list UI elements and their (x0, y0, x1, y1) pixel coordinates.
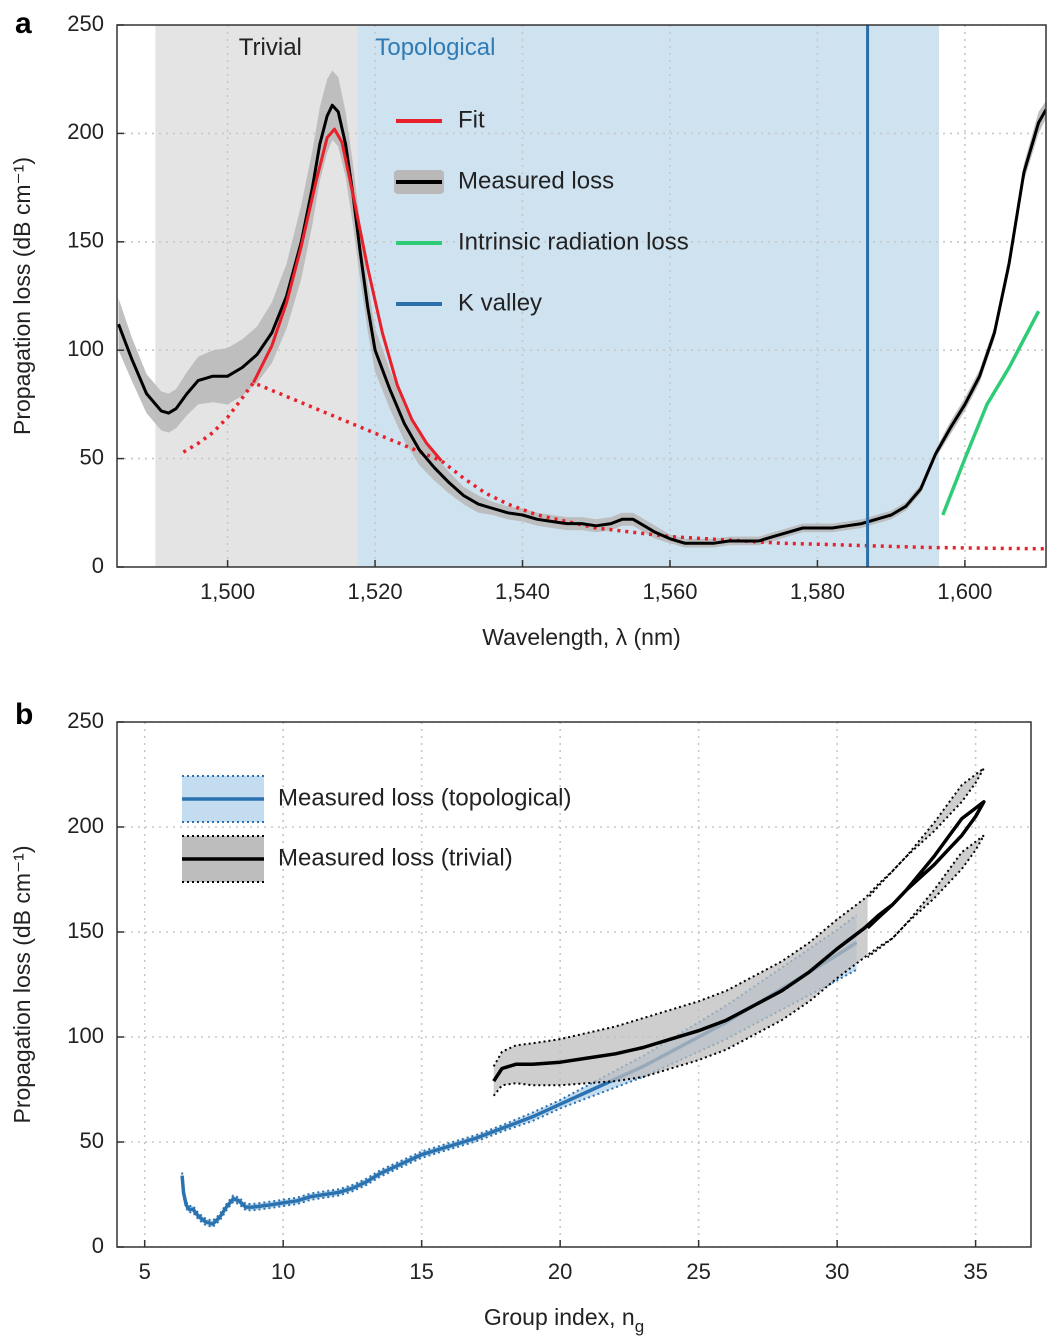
region-label-trivial: Trivial (239, 34, 302, 61)
legend-label: K valley (458, 289, 542, 316)
legend-label: Measured loss (topological) (278, 784, 571, 811)
y-tick-label: 200 (67, 813, 104, 838)
fit-dotted-line (182, 380, 1046, 551)
measured-loss-line (117, 103, 1046, 545)
y-tick-label: 50 (80, 444, 104, 469)
intrinsic-radiation-loss-line (941, 310, 1041, 516)
x-tick-label: 1,580 (790, 579, 845, 604)
plot-frame (116, 721, 1032, 1248)
measured-loss-band (118, 70, 1046, 548)
trivial-band (493, 768, 984, 1096)
panel-label: a (15, 7, 32, 40)
x-axis-label-subscript: g (635, 1317, 644, 1336)
region-label-topological: Topological (375, 34, 495, 61)
x-tick-label: 1,560 (642, 579, 697, 604)
y-axis-label: Propagation loss (dB cm⁻¹) (9, 157, 35, 435)
y-tick-label: 250 (67, 11, 104, 36)
y-tick-label: 200 (67, 119, 104, 144)
legend-label: Measured loss (trivial) (278, 844, 513, 871)
y-axis-label: Propagation loss (dB cm⁻¹) (9, 845, 35, 1123)
y-tick-label: 250 (67, 708, 104, 733)
plot-area (117, 25, 1046, 567)
x-tick-label: 10 (271, 1259, 295, 1284)
plot-area (117, 722, 1031, 1247)
x-axis-label: Group index, ng (484, 1304, 644, 1336)
legend: Measured loss (topological) Measured loss… (182, 775, 571, 883)
y-tick-label: 150 (67, 228, 104, 253)
y-tick-label: 50 (80, 1128, 104, 1153)
x-tick-label: 30 (825, 1259, 849, 1284)
x-axis-label: Wavelength, λ (nm) (482, 624, 681, 650)
y-tick-label: 150 (67, 918, 104, 943)
trivial-line (492, 800, 986, 1083)
x-tick-label: 5 (139, 1259, 151, 1284)
x-tick-label: 1,600 (937, 579, 992, 604)
panel-a: a Trivial Topological Fit Measured loss Intri… (9, 7, 1047, 650)
y-tick-label: 100 (67, 336, 104, 361)
y-tick-label: 0 (92, 1233, 104, 1258)
x-tick-label: 25 (686, 1259, 710, 1284)
legend-label: Intrinsic radiation loss (458, 228, 689, 255)
x-tick-label: 20 (548, 1259, 572, 1284)
band-edge-lower (181, 968, 857, 1229)
region-topological (357, 25, 940, 567)
fit-line (252, 127, 443, 462)
x-tick-label: 15 (409, 1259, 433, 1284)
legend-label: Fit (458, 106, 485, 133)
panel-label: b (15, 698, 33, 731)
band-edge-upper (181, 914, 858, 1222)
x-tick-label: 1,540 (495, 579, 550, 604)
x-tick-label: 35 (963, 1259, 987, 1284)
band-edge-upper (492, 767, 985, 1067)
band-edge-lower (492, 834, 985, 1097)
legend-label: Measured loss (458, 167, 614, 194)
y-tick-label: 0 (92, 553, 104, 578)
y-tick-label: 100 (67, 1023, 104, 1048)
plot-frame (116, 24, 1047, 568)
legend: Fit Measured loss Intrinsic radiation loss… (394, 106, 689, 316)
x-tick-label: 1,520 (348, 579, 403, 604)
x-tick-label: 1,500 (200, 579, 255, 604)
